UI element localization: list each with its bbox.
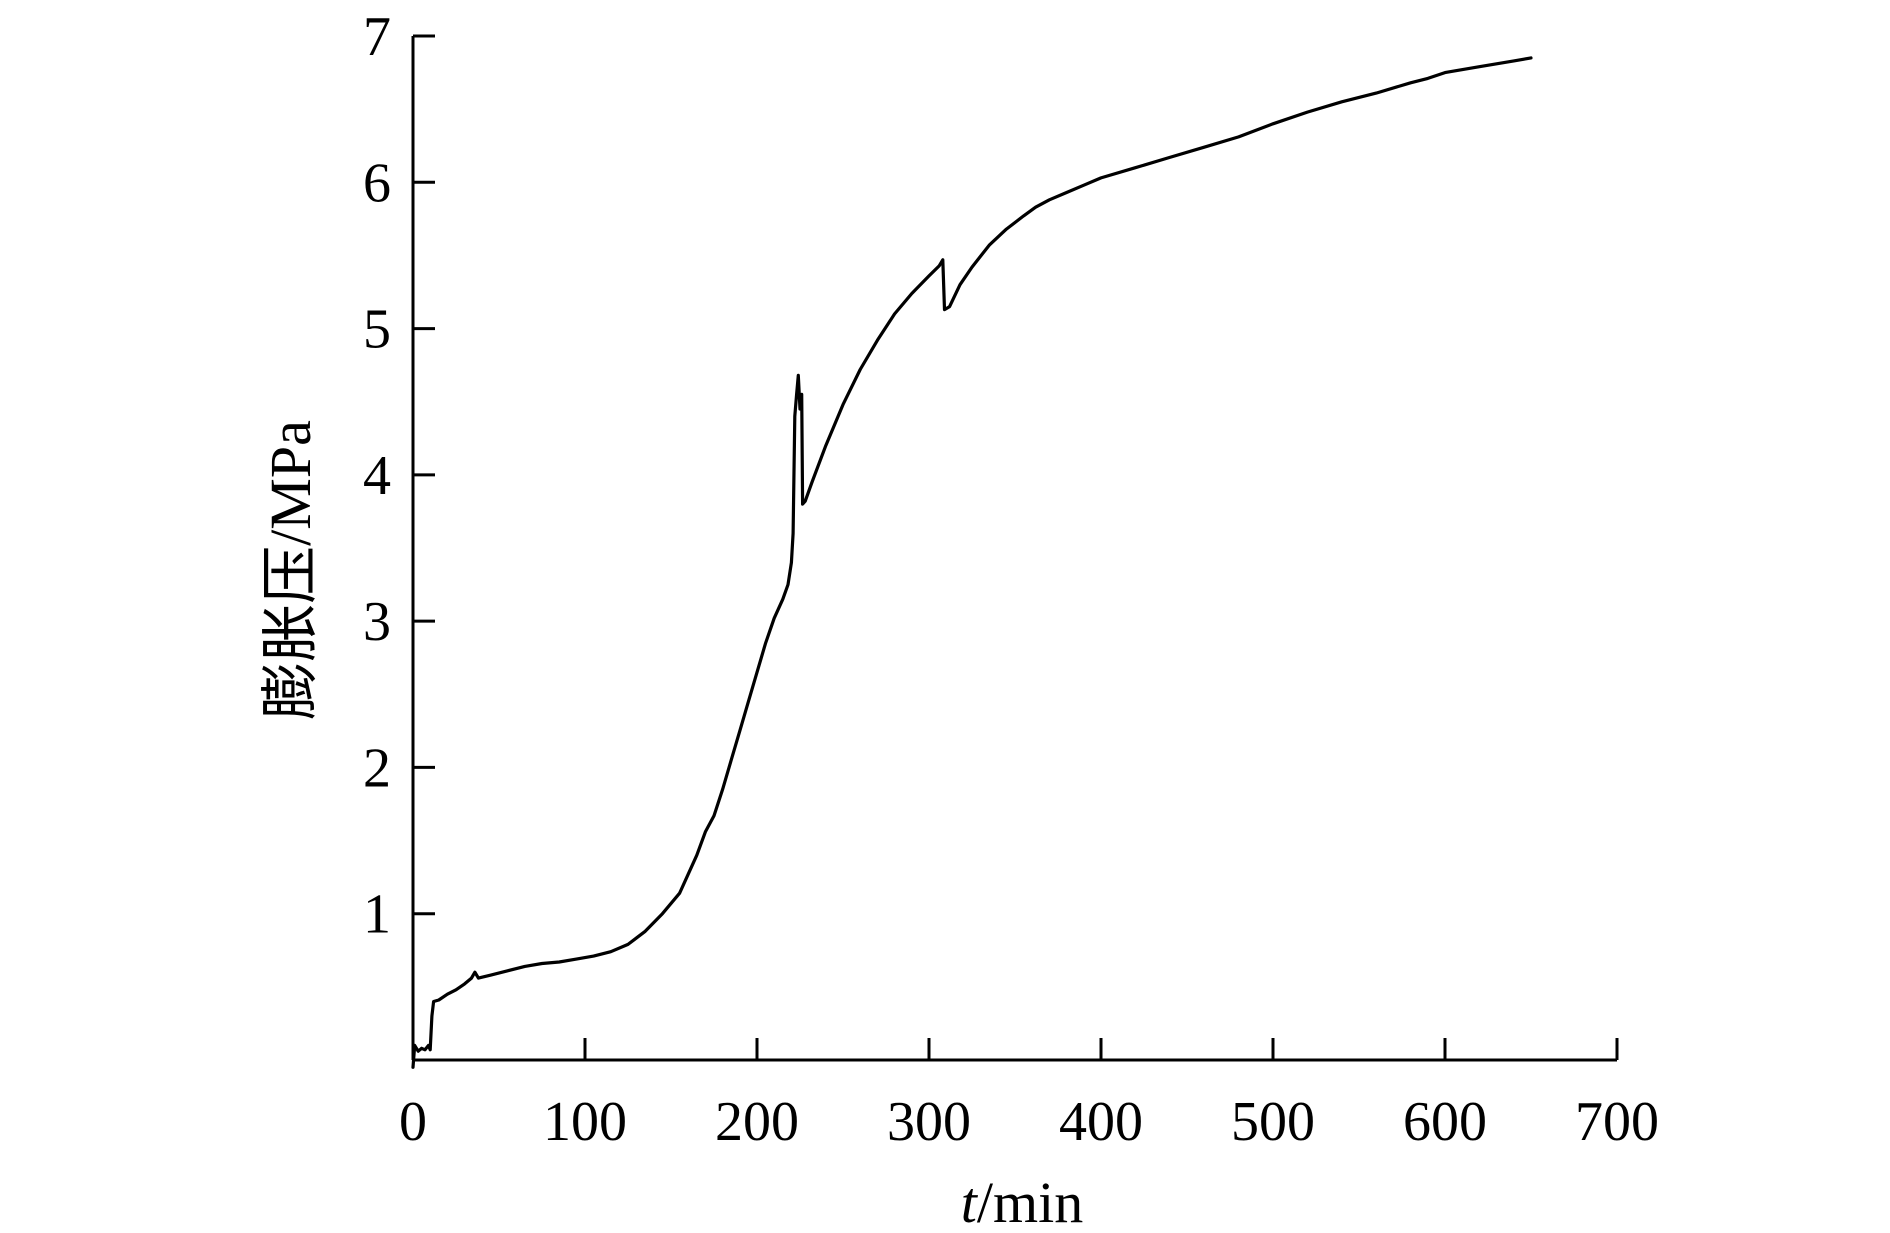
x-tick-label: 100 <box>543 1091 627 1153</box>
x-axis-label-unit: /min <box>977 1170 1083 1233</box>
y-tick-label: 4 <box>363 445 391 507</box>
y-axis-label: 膨胀压/MPa <box>258 420 323 720</box>
x-tick-label: 300 <box>887 1091 971 1153</box>
chart-axes <box>411 36 1617 1062</box>
y-tick-label: 5 <box>363 299 391 361</box>
y-tick-label: 6 <box>363 152 391 214</box>
y-tick-label: 1 <box>363 884 391 946</box>
x-tick-label: 400 <box>1059 1091 1143 1153</box>
x-tick-label: 700 <box>1575 1091 1659 1153</box>
chart-ticks: 0 100 200 300 400 500 600 700 1 2 3 4 5 6 7 <box>363 6 1659 1153</box>
x-tick-label: 500 <box>1231 1091 1315 1153</box>
y-tick-label: 2 <box>363 737 391 799</box>
series-line <box>411 56 1533 1069</box>
x-axis-label-variable: t <box>961 1170 979 1233</box>
x-tick-label: 600 <box>1403 1091 1487 1153</box>
chart-series <box>411 56 1533 1069</box>
x-tick-label: 0 <box>399 1091 427 1153</box>
y-tick-label: 3 <box>363 591 391 653</box>
x-tick-label: 200 <box>715 1091 799 1153</box>
x-axis-label: t/min <box>961 1170 1083 1233</box>
y-tick-label: 7 <box>363 6 391 68</box>
